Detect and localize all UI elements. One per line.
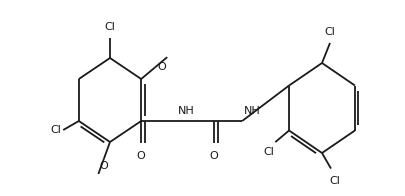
Text: O: O xyxy=(100,161,108,171)
Text: Cl: Cl xyxy=(324,27,335,37)
Text: Cl: Cl xyxy=(104,22,115,32)
Text: O: O xyxy=(210,151,219,161)
Text: Cl: Cl xyxy=(50,125,61,135)
Text: Cl: Cl xyxy=(330,175,341,186)
Text: Cl: Cl xyxy=(264,147,275,157)
Text: O: O xyxy=(137,151,145,161)
Text: NH: NH xyxy=(244,106,261,116)
Text: O: O xyxy=(157,63,166,73)
Text: NH: NH xyxy=(178,106,195,116)
